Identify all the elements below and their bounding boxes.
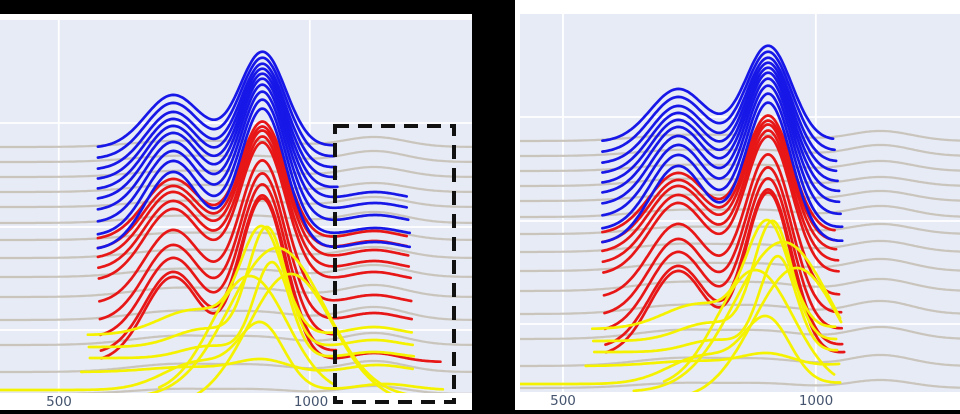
spectrum-curve-cluster-yellow — [592, 254, 839, 354]
spectrum-curve-cluster-blue — [601, 77, 841, 205]
spectrum-curve-cluster-yellow — [662, 268, 836, 383]
spectrum-curve-cluster-red — [601, 123, 838, 253]
spectrum-curve-cluster-red — [601, 119, 838, 244]
spectrum-curve-cluster-blue — [601, 101, 844, 244]
left-spectra-plot — [0, 20, 472, 393]
spectrum-curve-cluster-yellow — [520, 314, 842, 386]
spectrum-curve-cluster-red — [601, 129, 840, 264]
spectrum-curve-cluster-blue — [601, 50, 836, 153]
spectrum-curve-cluster-red — [603, 177, 844, 331]
spectrum-curve-cluster-red — [99, 183, 336, 337]
figure-right: 500 1000 — [515, 0, 960, 410]
spectrum-curve-cluster-blue — [601, 84, 842, 217]
spectrum-curve-unassigned-spectra — [520, 277, 960, 293]
spectrum-curve-cluster-red — [602, 135, 840, 274]
spectrum-curve-cluster-blue — [601, 56, 838, 164]
spectrum-curve-cluster-blue — [601, 66, 839, 184]
spectrum-curve-cluster-yellow — [584, 351, 841, 368]
spectrum-curve-unassigned-spectra — [520, 239, 960, 254]
spectrum-curve-cluster-yellow — [157, 274, 336, 389]
right-x-tick-1000: 1000 — [798, 393, 834, 409]
right-spectra-plot — [520, 14, 960, 392]
spectrum-curve-cluster-red — [99, 194, 338, 352]
right-x-tick-500: 500 — [550, 393, 576, 409]
spectrum-curve-unassigned-spectra — [520, 204, 960, 219]
spectrum-curve-cluster-yellow — [632, 240, 842, 392]
spectrum-curve-unassigned-spectra — [520, 129, 960, 143]
spectrum-curve-cluster-blue — [96, 56, 336, 159]
spectrum-curve-cluster-blue — [96, 72, 339, 190]
left-x-tick-1000: 1000 — [293, 394, 329, 410]
spectrum-curve-cluster-blue — [96, 67, 338, 180]
spectrum-curve-cluster-blue — [96, 62, 338, 170]
spectrum-curve-cluster-red — [603, 166, 843, 315]
spectrum-curve-cluster-blue — [601, 61, 838, 174]
spectrum-curve-cluster-blue — [601, 71, 841, 194]
left-x-tick-500: 500 — [46, 394, 72, 410]
spectrum-curve-cluster-red — [602, 153, 841, 297]
spectrum-curve-cluster-blue — [601, 44, 835, 143]
spectrum-curve-cluster-blue — [96, 50, 335, 149]
spectrum-curve-unassigned-spectra — [520, 378, 960, 390]
spectrum-curve-cluster-yellow — [691, 266, 843, 392]
spectrum-curve-unassigned-spectra — [520, 159, 960, 173]
spectrum-curve-cluster-blue — [601, 92, 844, 230]
spectrum-curve-cluster-red — [604, 188, 844, 346]
spectrum-curve-unassigned-spectra — [520, 325, 960, 341]
figure-left: 500 1000 — [0, 14, 472, 410]
